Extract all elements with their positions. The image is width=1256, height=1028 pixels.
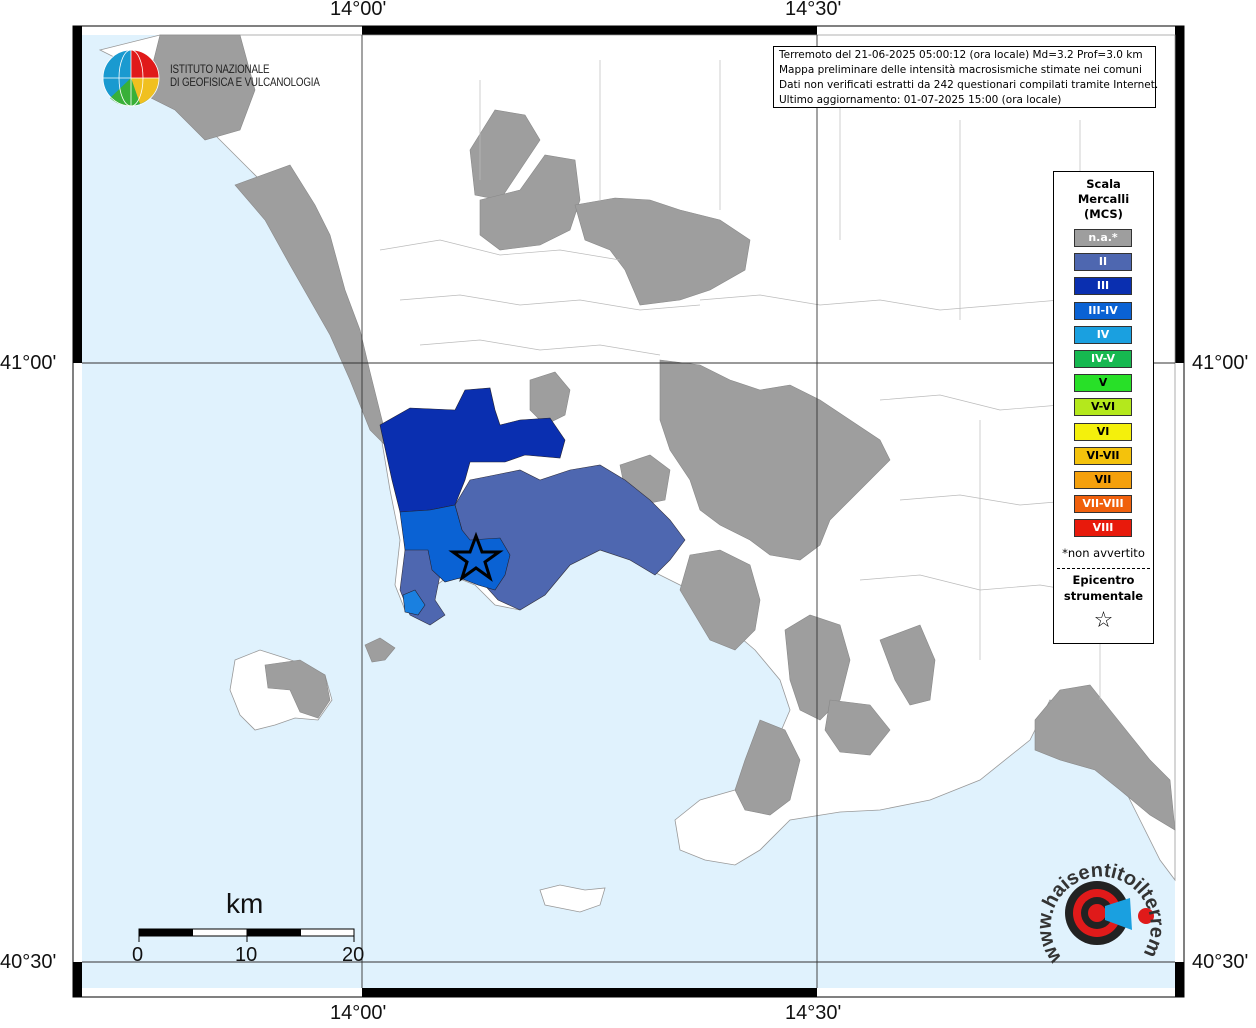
lat-tick-right-2: 40°30' xyxy=(1192,951,1249,973)
lat-tick-left-2: 40°30' xyxy=(0,951,57,973)
lat-tick-right-1: 41°00' xyxy=(1192,352,1249,374)
lon-tick-top-2: 14°30' xyxy=(785,0,842,20)
scale-bar xyxy=(138,928,355,942)
legend-item: VIII xyxy=(1074,519,1132,538)
legend-epicenter-label: Epicentro strumentale xyxy=(1054,572,1153,604)
info-line-1: Terremoto del 21-06-2025 05:00:12 (ora l… xyxy=(779,49,1143,61)
ingv-logo-text: ISTITUTO NAZIONALE DI GEOFISICA E VULCAN… xyxy=(170,64,320,90)
epicenter-star xyxy=(448,531,504,582)
legend-title-line2: Mercalli xyxy=(1077,192,1130,206)
lat-tick-left-1: 41°00' xyxy=(0,352,57,374)
legend-item: V xyxy=(1074,374,1132,393)
graticule xyxy=(82,35,1175,988)
legend-item: VI xyxy=(1074,422,1132,441)
legend-item: III xyxy=(1074,277,1132,296)
frame-ticks xyxy=(73,26,1184,997)
scale-tick-0: 0 xyxy=(132,944,144,966)
ischia-na-area xyxy=(264,659,331,719)
ingv-logo-line2: DI GEOFISICA E VULCANOLOGIA xyxy=(170,77,320,89)
legend-item: V-VI xyxy=(1074,398,1132,417)
intensity-ii-area xyxy=(454,464,686,611)
earthquake-info-box: Terremoto del 21-06-2025 05:00:12 (ora l… xyxy=(773,46,1159,108)
legend-title: Scala Mercalli (MCS) xyxy=(1054,177,1153,222)
legend-item: IV xyxy=(1074,325,1132,344)
ingv-logo-line1: ISTITUTO NAZIONALE xyxy=(170,64,270,76)
intensity-legend: Scala Mercalli (MCS) n.a.* II III III-IV IV I… xyxy=(1053,171,1154,644)
lon-tick-bottom-1: 14°00' xyxy=(330,1002,387,1024)
info-line-2: Mappa preliminare delle intensità macros… xyxy=(779,64,1142,76)
legend-item: III-IV xyxy=(1074,301,1132,320)
info-line-3: Dati non verificati estratti da 242 ques… xyxy=(779,79,1159,91)
lon-tick-top-1: 14°00' xyxy=(330,0,387,20)
capri-island xyxy=(539,884,606,913)
info-line-4: Ultimo aggiornamento: 01-07-2025 15:00 (… xyxy=(779,94,1062,106)
watermark-logo-icon xyxy=(1065,881,1154,945)
legend-item: n.a.* xyxy=(1074,229,1132,247)
procida-island xyxy=(364,637,396,663)
scale-tick-20: 20 xyxy=(342,944,365,966)
legend-note: *non avvertito xyxy=(1062,546,1145,560)
lon-tick-bottom-2: 14°30' xyxy=(785,1002,842,1024)
intensity-iii-iv-area-small xyxy=(402,589,426,616)
legend-item: VI-VII xyxy=(1074,446,1132,465)
legend-star-icon: ☆ xyxy=(1093,608,1114,633)
legend-item: VII-VIII xyxy=(1074,495,1132,514)
not-available-areas xyxy=(144,34,1176,831)
intensity-iii-iv-area xyxy=(399,504,511,591)
legend-epicenter-line2: strumentale xyxy=(1063,589,1144,603)
legend-epicenter-line1: Epicentro xyxy=(1072,573,1135,587)
legend-title-line1: Scala xyxy=(1086,177,1121,191)
legend-item: II xyxy=(1074,253,1132,272)
legend-separator xyxy=(1057,568,1150,569)
legend-title-line3: (MCS) xyxy=(1084,207,1123,221)
legend-item: VII xyxy=(1074,471,1132,489)
ingv-logo-icon xyxy=(102,49,160,107)
legend-item: IV-V xyxy=(1074,350,1132,368)
scale-unit-label: km xyxy=(226,888,264,919)
scale-tick-10: 10 xyxy=(235,944,258,966)
map-area xyxy=(82,34,1176,988)
